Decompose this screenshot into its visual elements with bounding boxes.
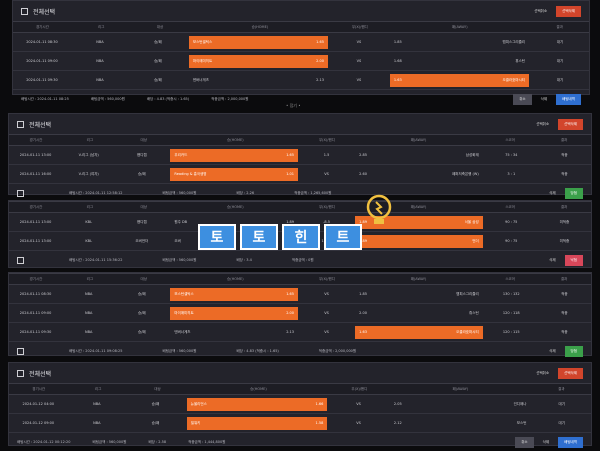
bet-summary: 배팅시간 : 2024-01-12 00:12:20 배팅금액 : 560,000… [9,433,591,451]
home-pick[interactable]: 밀워키 1.58 [186,416,328,430]
select-all-checkbox[interactable] [21,7,28,15]
home-pick[interactable]: 마이애미히트 2.00 [170,306,298,320]
away-pick[interactable]: 1.63 오클라호마시티 [389,73,530,87]
bet-slip-panel-5: 전체선택 선택취소 선택삭제 경기시간 리그 대상 승(HOME) 무(X)/핸디 패… [8,362,592,448]
bet-summary: 배팅시간 : 2024-01-11 12:58:12 배팅금액 : 560,000… [9,184,591,202]
win-status-button[interactable]: 당첨 [564,187,583,199]
bet-summary: 배팅시간 : 2024-01-11 09:08:25 배팅금액 : 560,000… [9,342,591,360]
delete-bet-button[interactable]: 삭제 [549,190,556,195]
delete-bet-button[interactable]: 삭제 [542,439,550,444]
panel-header: 전체선택 선택취소 선택삭제 [13,1,589,21]
table-row: 2024-01-12 09:00 NBA 승/패 밀워키 1.58 VS 2.12 보스… [9,414,591,433]
bet-summary: 배팅시간 : 2024-01-11 08:25 배팅금액 : 560,000원 배… [13,90,589,108]
table-header: 경기시간 리그 대상 승(HOME) 무(X)/핸디 패(AWAY) 결과 [13,21,589,33]
bet-slip-panel-1: 전체선택 선택취소 선택삭제 경기시간 리그 대상 승(HOME) 무(X)/핸디 패… [12,0,590,105]
table-row: 2024-01-11 16:00 V-리그 (여자) 승/패 Reading & 흥… [9,165,591,184]
delete-bet-button[interactable]: 삭제 [549,348,556,353]
away-pick[interactable]: 2.60 페퍼저축은행 (W) [359,171,479,177]
bet-slip-panel-2: 전체선택 선택취소 선택삭제 경기시간 리그 대상 승(HOME) 무(X)/핸디 패… [8,113,592,199]
cancel-selection-button[interactable]: 선택취소 [534,8,548,13]
away-pick[interactable]: 1.85 멤피스그리즐리 [359,291,479,297]
away-pick[interactable]: 1.68 휴스턴 [393,58,526,64]
table-row: 2024-01-11 09:00 NBA 승/패 마이애미히트 2.00 VS 1.6… [13,52,589,71]
home-pick[interactable]: 보스턴셀틱스 1.65 [188,35,328,49]
cancel-selection-button[interactable]: 선택취소 [536,121,550,126]
home-pick[interactable]: 뉴올리언스 1.66 [186,397,328,411]
home-pick[interactable]: Reading & 흥국생명 1.01 [170,167,298,181]
select-all-checkbox[interactable] [17,369,24,377]
lose-status-button[interactable]: 낙첨 [564,254,583,266]
select-all-checkbox[interactable] [17,120,24,128]
cancel-selection-button[interactable]: 선택취소 [536,370,550,375]
table-row: 2024-01-12 04:00 NBA 승/패 뉴올리언스 1.66 VS 2.05… [9,395,591,414]
delete-selection-button[interactable]: 선택삭제 [558,367,583,379]
table-header: 경기시간 리그 대상 승(HOME) 무(X)/핸디 패(AWAY) 스코어 결과 [9,201,591,213]
away-pick[interactable]: 2.85 삼성화재 [359,152,479,158]
table-row: 2024-01-11 08:30 NBA 승/패 보스턴셀틱스 1.65 VS 1.8… [13,33,589,52]
home-pick[interactable]: 우리카드 1.65 [170,148,298,162]
lightbulb-icon [366,194,392,224]
bet-checkbox[interactable] [17,347,24,355]
cancel-bet-button[interactable]: 취소 [513,93,532,105]
table-header: 경기시간 리그 대상 승(HOME) 무(X)/핸디 패(AWAY) 스코어 결과 [9,134,591,146]
cancel-bet-button[interactable]: 취소 [515,436,534,448]
delete-bet-button[interactable]: 삭제 [540,96,548,101]
bet-checkbox[interactable] [17,189,24,197]
away-pick[interactable]: 1.89 언더 [355,234,483,248]
bet-history-button[interactable]: 배팅내역 [556,93,581,105]
away-pick[interactable]: 1.89 서울 삼성 [355,215,483,229]
table-header: 경기시간 리그 대상 승(HOME) 무(X)/핸디 패(AWAY) 스코어 결과 [9,273,591,285]
home-pick[interactable]: 덴버너게츠 2.13 [192,77,324,83]
collapse-toggle[interactable]: • 접기 • [286,103,301,108]
table-row: 2024-01-11 09:30 NBA 승/패 덴버너게츠 2.13 VS 1.63… [9,323,591,342]
home-pick[interactable]: 덴버너게츠 2.13 [174,329,294,335]
table-row: 2024-01-11 09:30 NBA 승/패 덴버너게츠 2.13 VS 1.63… [13,71,589,90]
away-pick[interactable]: 2.05 인디애나 [393,401,527,407]
home-pick[interactable]: 보스턴셀틱스 1.65 [170,287,298,301]
table-row: 2024-01-11 09:00 NBA 승/패 마이애미히트 2.00 VS 2.0… [9,304,591,323]
bet-checkbox[interactable] [17,256,24,264]
panel-header: 전체선택 선택취소 선택삭제 [9,363,591,383]
delete-selection-button[interactable]: 선택삭제 [556,5,581,17]
table-row: 2024-01-11 13:00 V-리그 (남자) 핸디캡 우리카드 1.65 1.… [9,146,591,165]
away-pick[interactable]: 2.00 휴스턴 [359,310,479,316]
table-row: 2024-01-11 08:30 NBA 승/패 보스턴셀틱스 1.65 VS 1.8… [9,285,591,304]
panel-header: 전체선택 선택취소 선택삭제 [9,114,591,134]
bet-summary: 배팅시간 : 2024-01-11 15:36:22 배팅금액 : 560,000… [9,251,591,269]
delete-bet-button[interactable]: 삭제 [549,257,556,262]
home-pick[interactable]: 원주 DB 1.89 [174,219,294,225]
home-pick[interactable]: 마이애미히트 2.00 [188,54,328,68]
away-pick[interactable]: 1.85 멤피스그리즐리 [393,39,526,45]
delete-selection-button[interactable]: 선택삭제 [558,118,583,130]
bet-history-button[interactable]: 배팅내역 [558,436,583,448]
away-pick[interactable]: 1.63 오클라호마시티 [355,325,483,339]
select-all-label: 전체선택 [33,8,56,16]
away-pick[interactable]: 2.12 보스턴 [393,420,527,426]
bet-slip-panel-4: 경기시간 리그 대상 승(HOME) 무(X)/핸디 패(AWAY) 스코어 결과 202… [8,272,592,357]
table-header: 경기시간 리그 대상 승(HOME) 무(X)/핸디 패(AWAY) 결과 [9,383,591,395]
win-status-button[interactable]: 당첨 [564,345,583,357]
